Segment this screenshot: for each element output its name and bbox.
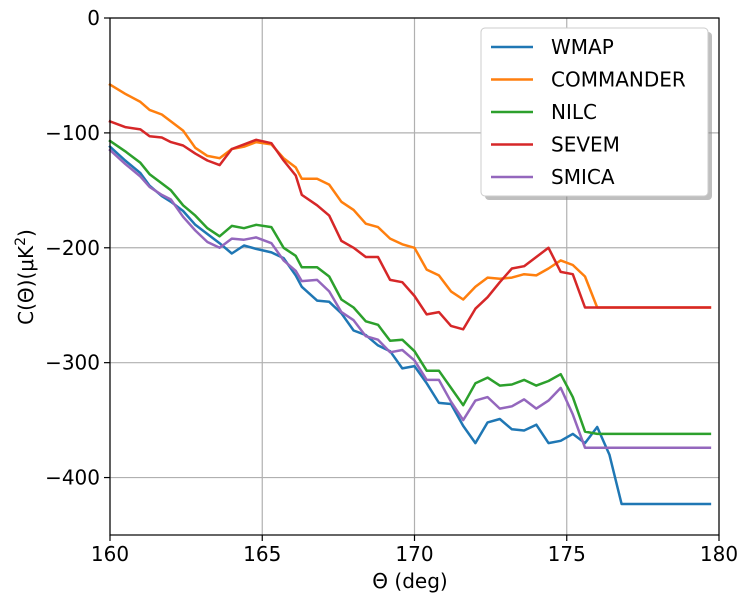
y-tick-label: −200 <box>45 236 100 260</box>
x-tick-label: 175 <box>548 542 586 566</box>
y-tick-label: −400 <box>45 466 100 490</box>
axis-ticks: 160 165 170 175 180 0 −100 −200 −300 −400 <box>45 6 738 566</box>
y-tick-label: −300 <box>45 351 100 375</box>
series-line-nilc <box>108 139 712 436</box>
legend-label-sevem: SEVEM <box>551 133 620 157</box>
legend-label-nilc: NILC <box>551 100 597 124</box>
y-axis-label-main: C(Θ)(μK <box>14 245 38 325</box>
x-axis-label: Θ (deg) <box>372 569 447 593</box>
y-tick-label: −100 <box>45 121 100 145</box>
series-line-smica <box>108 148 712 449</box>
legend-label-wmap: WMAP <box>551 35 614 59</box>
legend-label-smica: SMICA <box>551 165 615 189</box>
y-axis-label-sup: 2 <box>13 237 29 246</box>
x-tick-label: 180 <box>700 542 738 566</box>
legend-box <box>480 27 709 197</box>
x-tick-label: 170 <box>395 542 433 566</box>
x-tick-label: 165 <box>243 542 281 566</box>
series-line-sevem <box>108 119 712 331</box>
series-lines <box>108 82 712 506</box>
y-tick-label: 0 <box>87 6 100 30</box>
legend: WMAP COMMANDER NILC SEVEM SMICA <box>480 27 712 200</box>
y-axis-label-tail: ) <box>14 229 38 237</box>
y-axis-label: C(Θ)(μK2) <box>13 229 38 325</box>
legend-label-commander: COMMANDER <box>551 68 686 92</box>
series-line-wmap <box>108 144 712 506</box>
x-tick-label: 160 <box>91 542 129 566</box>
